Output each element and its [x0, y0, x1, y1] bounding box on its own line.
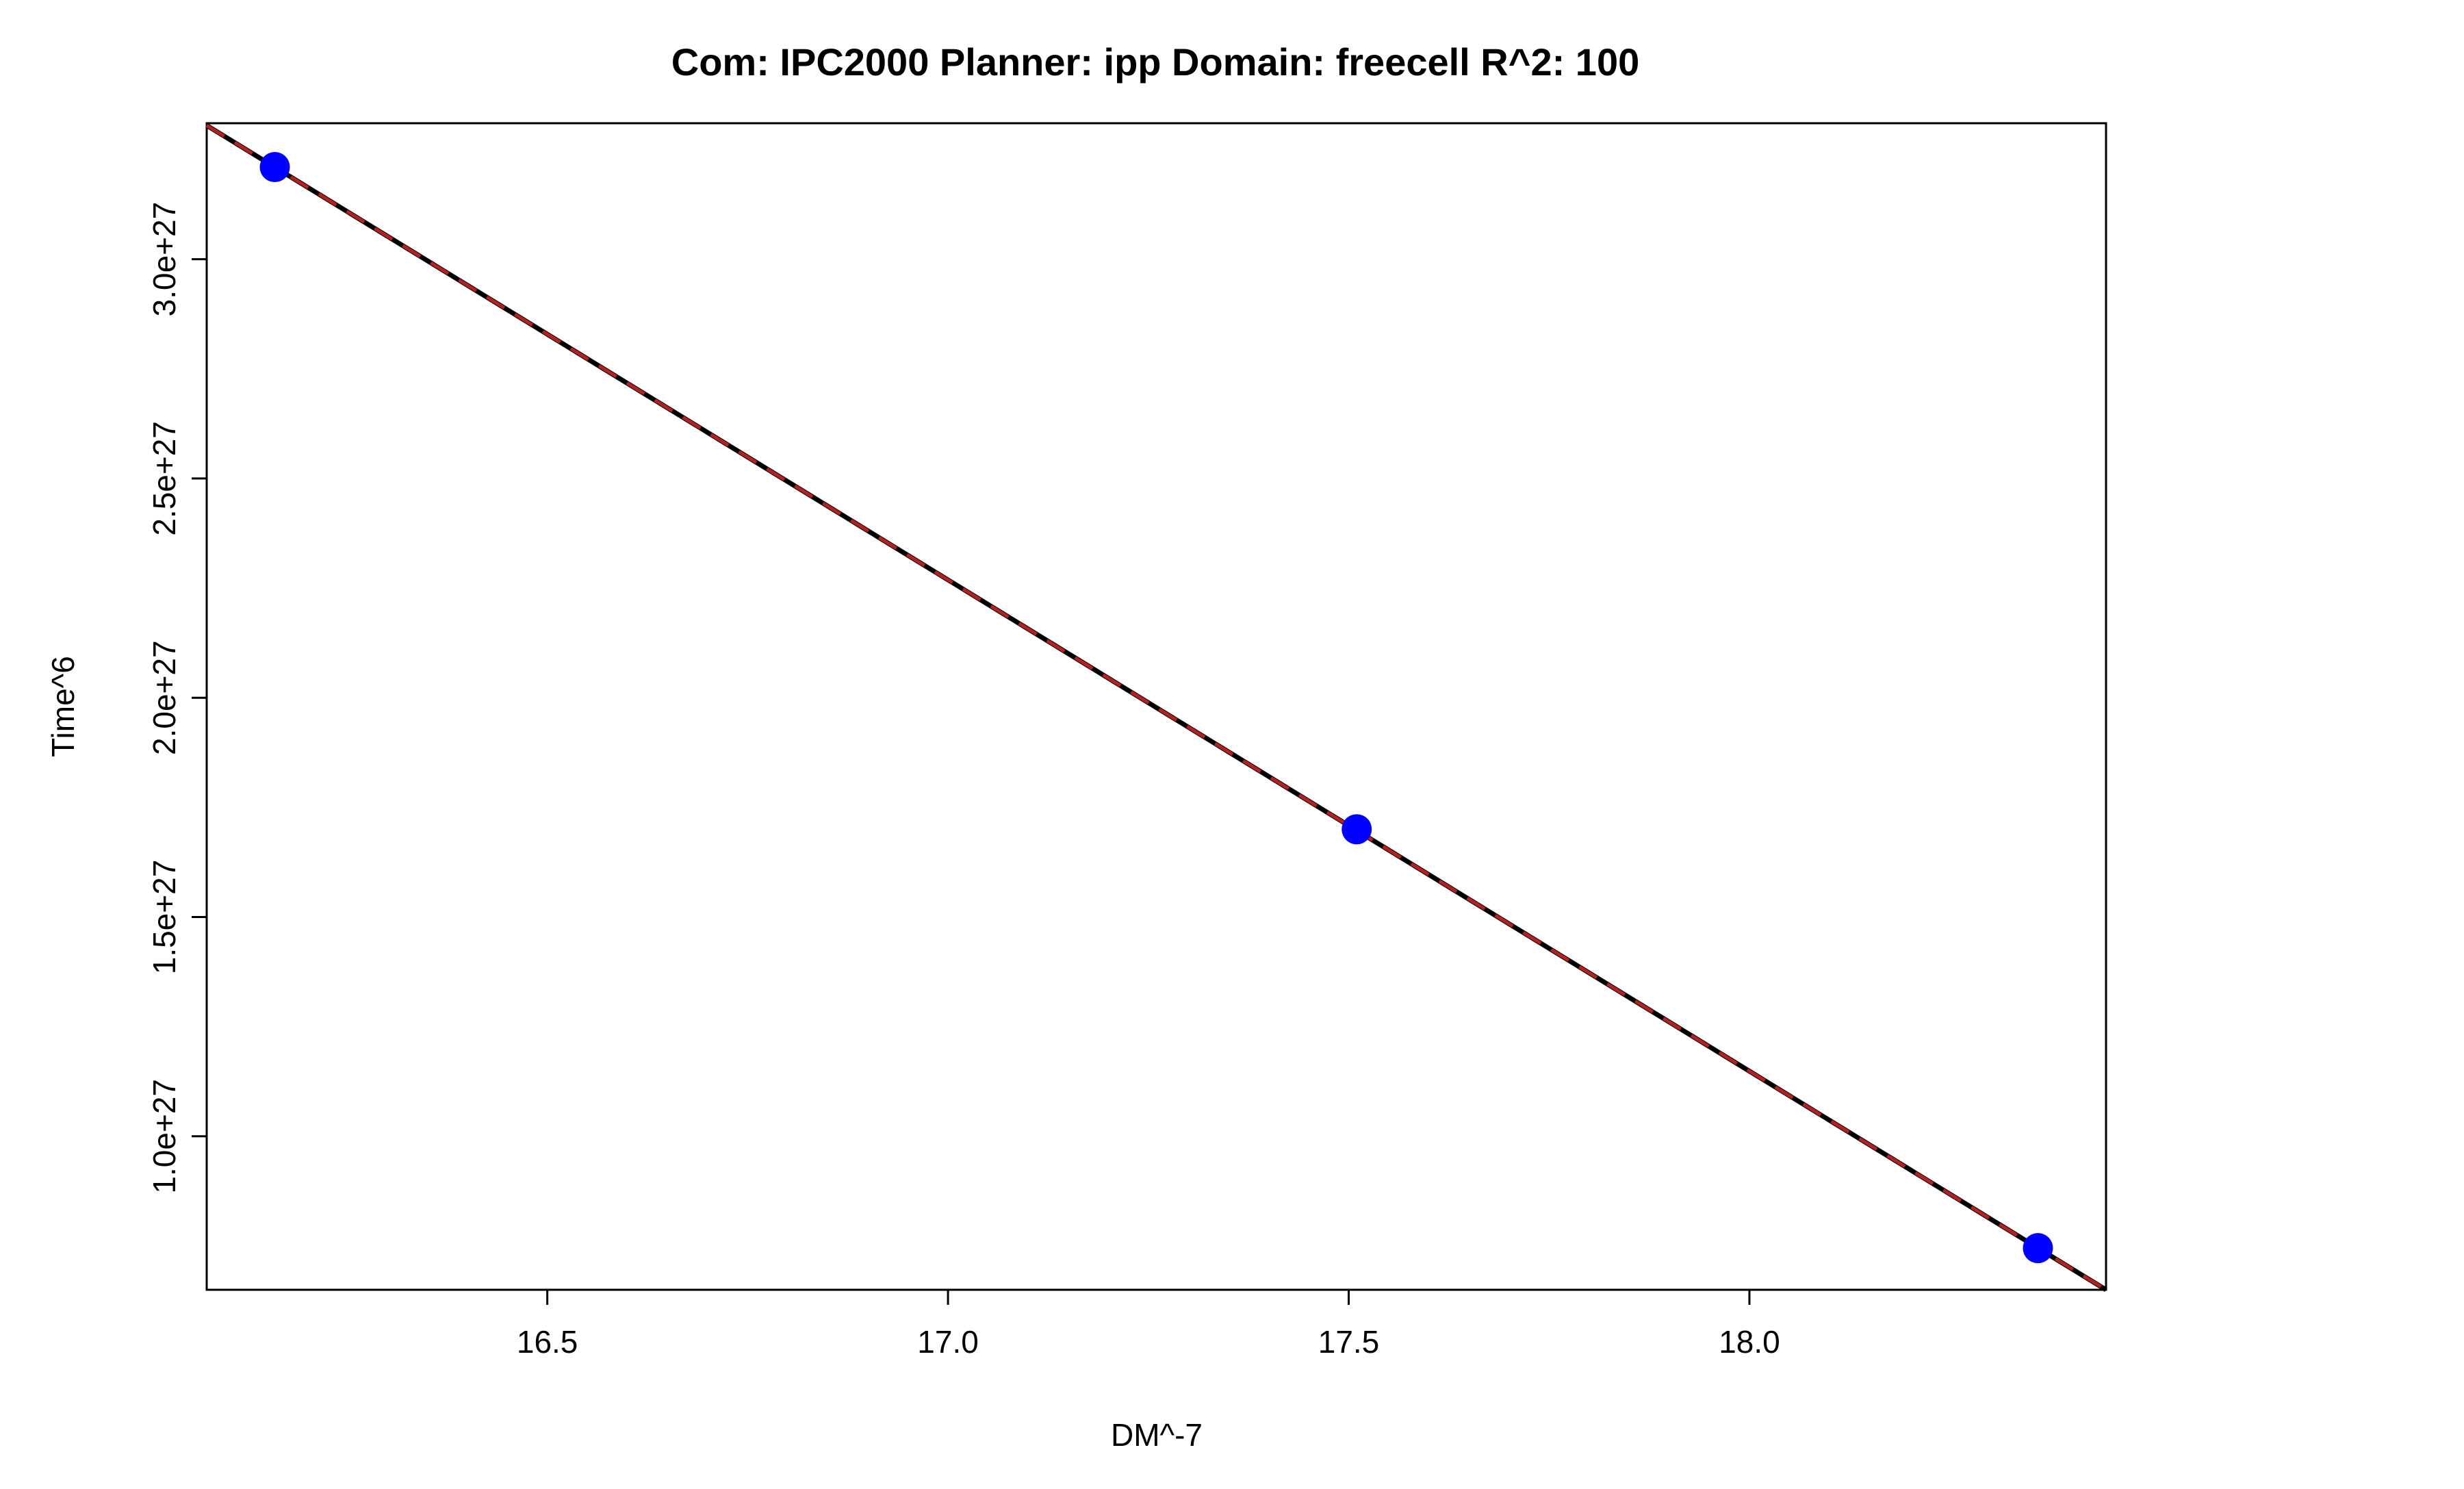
y-tick-label: 2.0e+27: [146, 640, 182, 755]
data-point: [1342, 814, 1372, 845]
y-tick-label: 1.5e+27: [146, 860, 182, 975]
plot-frame: [205, 122, 2107, 1291]
data-point: [259, 152, 290, 183]
data-point: [2023, 1233, 2053, 1264]
y-axis-label: Time^6: [45, 656, 81, 757]
x-tick-label: 17.0: [917, 1324, 979, 1360]
y-axis-ticks: 1.0e+27 1.5e+27 2.0e+27 2.5e+27 3.0e+27: [146, 202, 207, 1194]
fit-line-dashed: [205, 124, 2107, 1292]
chart-title: Com: IPC2000 Planner: ipp Domain: freece…: [671, 40, 1639, 84]
x-axis-ticks: 16.5 17.0 17.5 18.0: [517, 1290, 1780, 1360]
y-tick-label: 2.5e+27: [146, 421, 182, 536]
y-tick-label: 3.0e+27: [146, 202, 182, 317]
x-tick-label: 17.5: [1318, 1324, 1380, 1360]
x-tick-label: 18.0: [1719, 1324, 1780, 1360]
y-tick-label: 1.0e+27: [146, 1079, 182, 1194]
fit-lines: [205, 123, 2107, 1292]
x-tick-label: 16.5: [517, 1324, 578, 1360]
data-points: [259, 152, 2053, 1264]
x-axis-label: DM^-7: [1111, 1417, 1203, 1453]
